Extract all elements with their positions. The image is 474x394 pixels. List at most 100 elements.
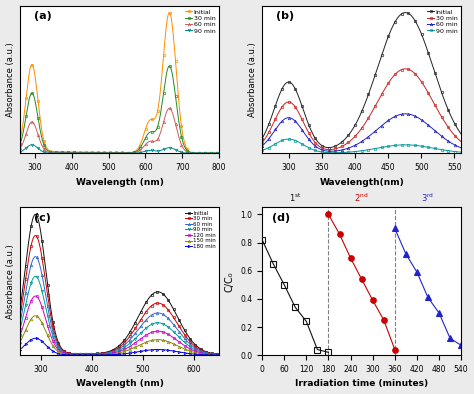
Text: (b): (b) <box>276 11 294 21</box>
120 min <box>133 340 139 345</box>
60 min <box>392 114 398 119</box>
90 min <box>286 137 292 141</box>
Line: 60 min: 60 min <box>261 113 462 152</box>
30 min <box>458 139 464 144</box>
Initial <box>138 309 144 314</box>
Text: $1^{\mathrm{st}}$: $1^{\mathrm{st}}$ <box>289 192 301 204</box>
Line: 90 min: 90 min <box>261 138 462 154</box>
150 min <box>29 315 35 320</box>
X-axis label: Irradiation time (minutes): Irradiation time (minutes) <box>295 379 428 388</box>
30 min <box>154 126 160 131</box>
150 min <box>189 349 195 354</box>
90 min <box>17 150 23 154</box>
Initial <box>310 132 316 137</box>
Initial <box>294 91 300 96</box>
30 min <box>173 94 178 98</box>
60 min <box>216 352 222 357</box>
60 min <box>105 151 110 155</box>
90 min <box>410 143 416 147</box>
90 min <box>350 149 356 154</box>
Legend: Initial, 30 min, 60 min, 90 min: Initial, 30 min, 60 min, 90 min <box>426 9 458 34</box>
Text: (d): (d) <box>272 213 290 223</box>
Line: 90 min: 90 min <box>19 143 220 154</box>
90 min <box>144 325 150 330</box>
90 min <box>458 150 464 154</box>
60 min <box>410 113 416 117</box>
150 min <box>133 344 139 349</box>
60 min <box>17 146 23 151</box>
30 min <box>189 341 195 346</box>
90 min <box>189 346 195 350</box>
30 min <box>216 352 222 357</box>
60 min <box>328 149 334 154</box>
Initial <box>105 150 110 155</box>
Initial <box>17 306 23 310</box>
Line: 150 min: 150 min <box>19 314 220 356</box>
90 min <box>331 151 337 155</box>
120 min <box>216 352 222 357</box>
Initial <box>458 132 464 136</box>
90 min <box>311 147 317 152</box>
90 min <box>138 330 144 335</box>
30 min <box>410 69 416 74</box>
90 min <box>38 148 44 153</box>
Text: $2^{\mathrm{nd}}$: $2^{\mathrm{nd}}$ <box>355 192 369 204</box>
150 min <box>216 353 222 357</box>
150 min <box>144 340 150 344</box>
30 min <box>17 313 23 318</box>
90 min <box>133 335 139 340</box>
60 min <box>138 323 144 328</box>
60 min <box>176 136 182 140</box>
90 min <box>377 145 383 150</box>
60 min <box>189 343 195 348</box>
180 min <box>17 347 23 352</box>
120 min <box>17 333 23 338</box>
Line: 30 min: 30 min <box>19 234 220 355</box>
Initial <box>189 338 195 343</box>
Initial <box>216 352 222 357</box>
Initial <box>154 112 160 117</box>
90 min <box>295 139 301 144</box>
60 min <box>29 258 35 263</box>
30 min <box>105 151 110 155</box>
Y-axis label: C/C₀: C/C₀ <box>225 271 235 292</box>
150 min <box>168 340 174 345</box>
180 min <box>144 348 150 353</box>
90 min <box>173 147 178 152</box>
Initial <box>29 218 35 223</box>
Initial <box>410 15 416 20</box>
60 min <box>144 316 150 321</box>
30 min <box>176 121 182 126</box>
30 min <box>98 150 103 155</box>
30 min <box>310 138 316 143</box>
Line: Initial: Initial <box>261 11 462 149</box>
180 min <box>138 349 144 353</box>
90 min <box>17 326 23 331</box>
90 min <box>216 151 222 156</box>
60 min <box>32 254 38 259</box>
Text: (c): (c) <box>34 213 51 223</box>
Line: 30 min: 30 min <box>261 67 462 151</box>
30 min <box>32 233 38 238</box>
30 min <box>259 140 265 145</box>
Initial <box>377 59 383 63</box>
60 min <box>37 139 43 144</box>
30 min <box>350 137 356 141</box>
60 min <box>17 320 23 325</box>
30 min <box>402 67 408 71</box>
30 min <box>138 316 144 321</box>
Initial <box>326 145 331 150</box>
Initial <box>216 151 222 155</box>
90 min <box>393 143 399 148</box>
90 min <box>29 277 35 282</box>
60 min <box>402 112 408 116</box>
180 min <box>133 350 139 355</box>
30 min <box>216 151 222 156</box>
60 min <box>350 144 356 149</box>
180 min <box>168 348 174 353</box>
Initial <box>144 298 150 303</box>
90 min <box>259 148 265 153</box>
60 min <box>173 121 178 126</box>
30 min <box>168 312 174 316</box>
Initial <box>350 127 356 132</box>
